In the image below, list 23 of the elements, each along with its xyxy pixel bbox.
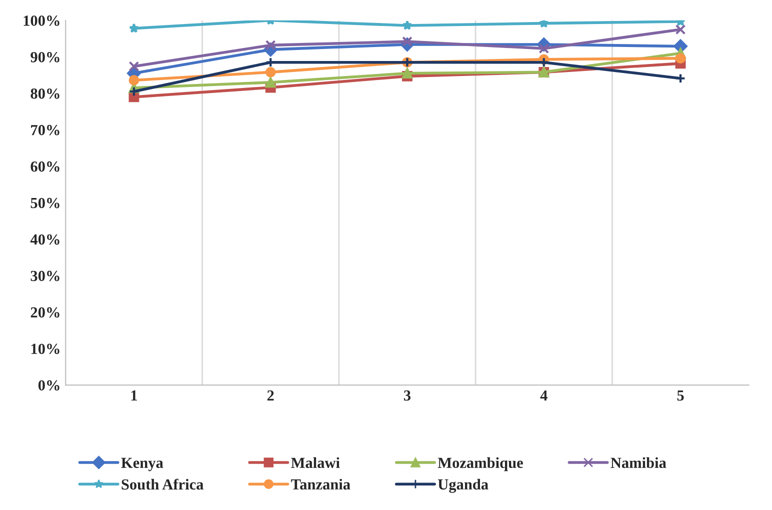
y-tick-label: 20%	[30, 307, 60, 318]
legend-label: Namibia	[610, 457, 666, 468]
legend-label: Tanzania	[291, 478, 350, 490]
y-tick-label: 30%	[30, 270, 60, 282]
y-tick-label: 0%	[38, 380, 60, 391]
x-tick-label: 3	[404, 390, 411, 401]
y-tick-label: 40%	[30, 234, 60, 245]
x-tick-label: 1	[131, 390, 137, 401]
y-tick-label: 80%	[30, 88, 60, 99]
legend-label: Kenya	[121, 458, 164, 472]
y-tick-label: 60%	[30, 161, 60, 172]
y-tick-label: 100%	[24, 16, 60, 26]
legend-label: Mozambique	[438, 457, 523, 472]
y-tick-label: 90%	[30, 52, 60, 62]
y-tick-label: 50%	[30, 198, 60, 208]
y-tick-label: 70%	[31, 124, 60, 136]
legend-label: Malawi	[291, 457, 340, 468]
x-tick-label: 4	[540, 390, 548, 401]
x-tick-label: 5	[677, 390, 684, 401]
legend-label: South Africa	[122, 478, 204, 490]
x-tick-label: 2	[267, 390, 274, 401]
legend-label: Uganda	[438, 478, 488, 493]
y-tick-label: 10%	[31, 344, 60, 354]
